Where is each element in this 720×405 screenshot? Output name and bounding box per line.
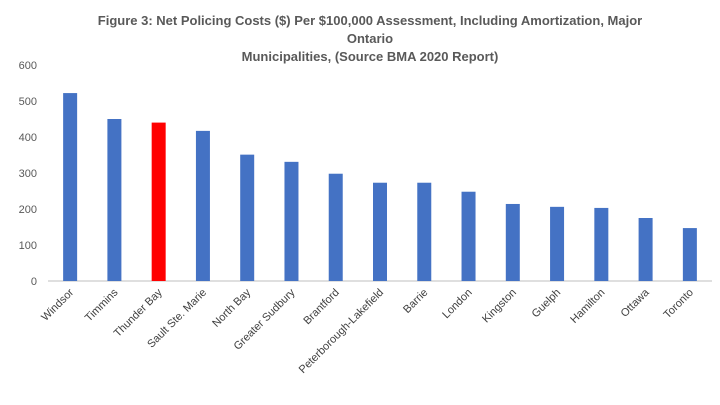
x-tick-label: Peterborough-Lakefield <box>297 287 386 376</box>
x-tick-label: Brantford <box>301 287 341 327</box>
bar-windsor <box>63 93 78 281</box>
bar-north-bay <box>240 154 255 281</box>
x-tick-label: Windsor <box>39 286 76 323</box>
y-tick-label: 200 <box>19 204 37 216</box>
x-tick-label: Timmins <box>83 286 121 324</box>
bar-brantford <box>328 173 343 281</box>
x-tick-label: Ottawa <box>619 286 653 320</box>
x-tick-label: Toronto <box>662 287 696 321</box>
x-tick-label: Kingston <box>480 287 519 326</box>
bar-sault-ste-marie <box>195 130 210 281</box>
chart-title-line-1: Figure 3: Net Policing Costs ($) Per $10… <box>97 13 643 46</box>
x-tick-label: London <box>440 287 474 321</box>
y-tick-label: 600 <box>19 60 37 72</box>
y-tick-label: 500 <box>19 96 37 108</box>
y-tick-label: 400 <box>19 132 37 144</box>
y-tick-label: 100 <box>19 240 37 252</box>
x-tick-label: North Bay <box>210 286 253 329</box>
chart-title-line-2: Municipalities, (Source BMA 2020 Report) <box>241 49 499 64</box>
bar-guelph <box>550 206 565 281</box>
bar-hamilton <box>594 207 609 281</box>
bar-ottawa <box>638 218 653 281</box>
x-tick-label: Guelph <box>530 287 564 321</box>
bar-greater-sudbury <box>284 161 299 281</box>
y-tick-label: 300 <box>19 168 37 180</box>
x-tick-label: Barrie <box>401 287 430 316</box>
x-tick-label: Hamilton <box>568 287 607 326</box>
bar-toronto <box>682 228 697 281</box>
bar-timmins <box>107 119 122 281</box>
y-tick-label: 0 <box>31 276 37 288</box>
bar-barrie <box>417 182 432 281</box>
bar-peterborough-lakefield <box>373 182 387 281</box>
bar-thunder-bay <box>151 122 166 281</box>
chart-title: Figure 3: Net Policing Costs ($) Per $10… <box>80 12 660 66</box>
bar-london <box>461 191 476 281</box>
bar-kingston <box>505 203 520 281</box>
